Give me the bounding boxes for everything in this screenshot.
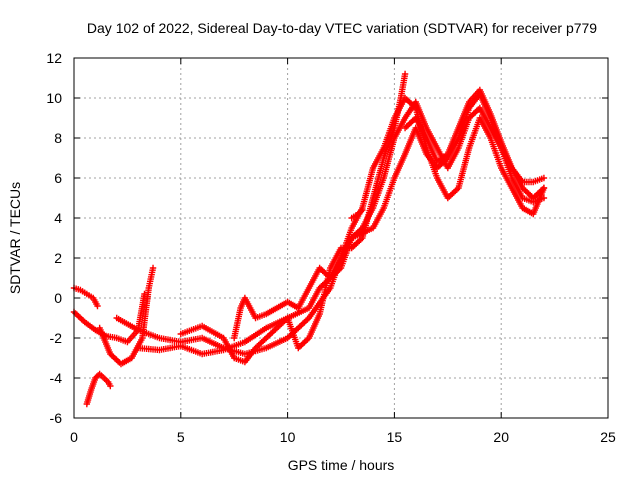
x-tick-label: 10 [280, 429, 296, 445]
points-layer [70, 70, 548, 408]
series-track-7 [177, 72, 408, 366]
y-tick-label: -2 [50, 330, 63, 346]
x-tick-label: 20 [493, 429, 509, 445]
y-tick-label: 0 [54, 290, 62, 306]
x-tick-label: 25 [600, 429, 616, 445]
series-track-9 [348, 208, 365, 222]
grid-layer [74, 58, 608, 418]
data-point [540, 184, 548, 192]
series-track-1 [70, 284, 100, 308]
series-track-10 [401, 86, 545, 186]
series-track-6 [134, 90, 546, 358]
x-axis-title: GPS time / hours [288, 457, 395, 473]
y-tick-label: 4 [54, 210, 62, 226]
tick-labels-layer: 0 5 10 15 20 25 -6 -4 -2 0 2 4 6 8 10 12 [46, 50, 616, 445]
y-tick-label: 2 [54, 250, 62, 266]
y-tick-label: 6 [54, 170, 62, 186]
series-track-3 [83, 370, 113, 408]
chart-title: Day 102 of 2022, Sidereal Day-to-day VTE… [87, 20, 597, 36]
plot-frame [73, 57, 609, 419]
data-point [401, 70, 409, 78]
y-tick-label: -6 [50, 410, 63, 426]
series-track-2 [70, 292, 148, 346]
series-track-4 [96, 267, 156, 368]
x-tick-label: 5 [177, 429, 185, 445]
ticks-layer [73, 57, 609, 419]
y-tick-label: 12 [46, 50, 62, 66]
y-tick-label: -4 [50, 370, 63, 386]
data-point [94, 302, 101, 310]
data-point [357, 208, 365, 215]
data-point [149, 264, 157, 272]
data-point [359, 206, 366, 214]
y-tick-label: 8 [54, 130, 62, 146]
data-point [107, 382, 114, 390]
y-axis-title: SDTVAR / TECUs [7, 182, 23, 294]
x-tick-label: 15 [387, 429, 403, 445]
data-point [540, 174, 548, 182]
y-tick-label: 10 [46, 90, 62, 106]
x-tick-label: 0 [70, 429, 78, 445]
